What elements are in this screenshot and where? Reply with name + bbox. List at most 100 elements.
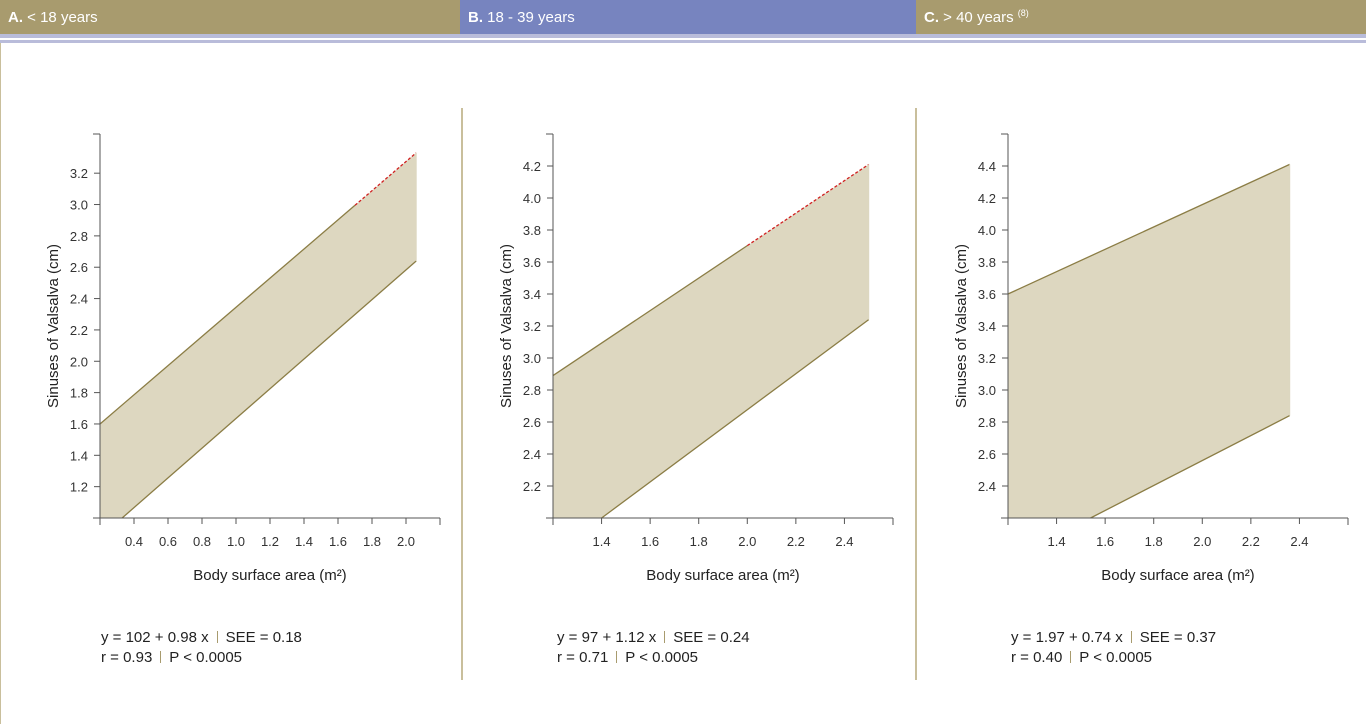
regression-stats-c: y = 1.97 + 0.74 x SEE = 0.37 r = 0.40 P < …: [1011, 628, 1216, 668]
y-tick-label: 4.4: [978, 159, 996, 174]
regression-stats-b: y = 97 + 1.12 x SEE = 0.24 r = 0.71 P < 0.…: [557, 628, 750, 668]
x-tick-label: 1.2: [261, 534, 279, 549]
upper-bound-extrapolation: [746, 163, 870, 247]
lower-bound-line: [601, 319, 870, 519]
x-tick-label: 1.6: [641, 534, 659, 549]
x-tick-label: 1.4: [593, 534, 611, 549]
y-tick-label: 3.2: [70, 166, 88, 181]
upper-bound-line: [1007, 163, 1290, 295]
y-axis-title: Sinuses of Valsalva (cm): [498, 244, 515, 408]
y-tick-label: 3.4: [523, 287, 541, 302]
upper-bound-extrapolation: [354, 152, 417, 206]
separator: [160, 651, 162, 663]
y-tick-label: 3.0: [523, 351, 541, 366]
p-value: P < 0.0005: [625, 649, 699, 666]
header-letter: A.: [8, 9, 23, 26]
y-tick-label: 3.8: [978, 255, 996, 270]
upper-bound-line: [99, 204, 356, 425]
regression-equation: y = 97 + 1.12 x: [557, 629, 657, 646]
separator: [216, 631, 218, 643]
y-tick-label: 2.4: [523, 447, 541, 462]
y-tick-label: 2.2: [70, 323, 88, 338]
y-tick-label: 1.2: [70, 480, 88, 495]
upper-bound-line: [552, 245, 748, 377]
x-tick-label: 2.2: [1242, 534, 1260, 549]
y-tick-label: 3.8: [523, 223, 541, 238]
regression-equation: y = 102 + 0.98 x: [101, 629, 209, 646]
x-tick-label: 1.8: [363, 534, 381, 549]
y-tick-label: 1.6: [70, 417, 88, 432]
x-tick-label: 1.4: [1048, 534, 1066, 549]
p-value: P < 0.0005: [1079, 649, 1153, 666]
separator: [1070, 651, 1072, 663]
x-tick-label: 0.4: [125, 534, 143, 549]
y-tick-label: 3.6: [978, 287, 996, 302]
x-tick-label: 2.0: [397, 534, 415, 549]
x-tick-label: 1.0: [227, 534, 245, 549]
y-tick-label: 3.0: [978, 383, 996, 398]
header-label: < 18 years: [23, 9, 98, 26]
x-tick-label: 1.6: [329, 534, 347, 549]
x-tick-label: 2.2: [787, 534, 805, 549]
x-tick-label: 1.6: [1096, 534, 1114, 549]
regression-stats-a: y = 102 + 0.98 x SEE = 0.18 r = 0.93 P < 0…: [101, 628, 302, 668]
see-value: SEE = 0.37: [1139, 629, 1217, 646]
confidence-band: [1008, 164, 1290, 518]
y-tick-label: 2.2: [523, 479, 541, 494]
separator: [616, 651, 618, 663]
x-tick-label: 2.0: [1193, 534, 1211, 549]
see-value: SEE = 0.18: [225, 629, 302, 646]
y-axis-title: Sinuses of Valsalva (cm): [45, 244, 62, 408]
x-axis-title: Body surface area (m²): [193, 567, 346, 584]
separator: [664, 631, 666, 643]
y-tick-label: 2.6: [978, 447, 996, 462]
p-value: P < 0.0005: [169, 649, 243, 666]
y-tick-label: 3.2: [978, 351, 996, 366]
header-over-40: C. > 40 years (8): [916, 0, 1366, 34]
y-tick-label: 2.4: [978, 479, 996, 494]
r-value: r = 0.40: [1011, 649, 1063, 666]
panel-divider: [915, 108, 917, 680]
y-tick-label: 4.0: [978, 223, 996, 238]
lower-bound-line: [1090, 415, 1291, 519]
y-tick-label: 4.2: [523, 159, 541, 174]
y-tick-label: 1.4: [70, 448, 88, 463]
separator: [1130, 631, 1132, 643]
x-tick-label: 1.8: [690, 534, 708, 549]
header-accent-rule-thin: [0, 40, 1366, 43]
y-tick-label: 3.2: [523, 319, 541, 334]
y-tick-label: 3.4: [978, 319, 996, 334]
header-accent-rule: [0, 34, 1366, 38]
x-tick-label: 1.8: [1145, 534, 1163, 549]
y-tick-label: 2.8: [523, 383, 541, 398]
x-tick-label: 2.0: [738, 534, 756, 549]
header-label: 18 - 39 years: [483, 9, 575, 26]
y-tick-label: 2.6: [523, 415, 541, 430]
x-tick-label: 2.4: [835, 534, 853, 549]
header-label: > 40 years: [939, 9, 1018, 26]
x-tick-label: 2.4: [1290, 534, 1308, 549]
header-letter: B.: [468, 9, 483, 26]
y-tick-label: 4.2: [978, 191, 996, 206]
confidence-band: [100, 152, 417, 518]
y-axis-title: Sinuses of Valsalva (cm): [953, 244, 970, 408]
r-value: r = 0.93: [101, 649, 153, 666]
y-tick-label: 2.8: [978, 415, 996, 430]
x-axis-title: Body surface area (m²): [646, 567, 799, 584]
regression-equation: y = 1.97 + 0.74 x: [1011, 629, 1123, 646]
y-tick-label: 2.0: [70, 354, 88, 369]
panel-divider: [461, 108, 463, 680]
r-value: r = 0.71: [557, 649, 609, 666]
see-value: SEE = 0.24: [673, 629, 750, 646]
x-tick-label: 0.6: [159, 534, 177, 549]
confidence-band: [553, 164, 869, 518]
x-axis-title: Body surface area (m²): [1101, 567, 1254, 584]
lower-bound-line: [121, 260, 417, 519]
frame-left-border: [0, 43, 1, 724]
header-letter: C.: [924, 9, 939, 26]
y-tick-label: 2.8: [70, 229, 88, 244]
header-18-39: B. 18 - 39 years: [460, 0, 916, 34]
x-tick-label: 0.8: [193, 534, 211, 549]
y-tick-label: 2.6: [70, 260, 88, 275]
y-tick-label: 3.0: [70, 198, 88, 213]
